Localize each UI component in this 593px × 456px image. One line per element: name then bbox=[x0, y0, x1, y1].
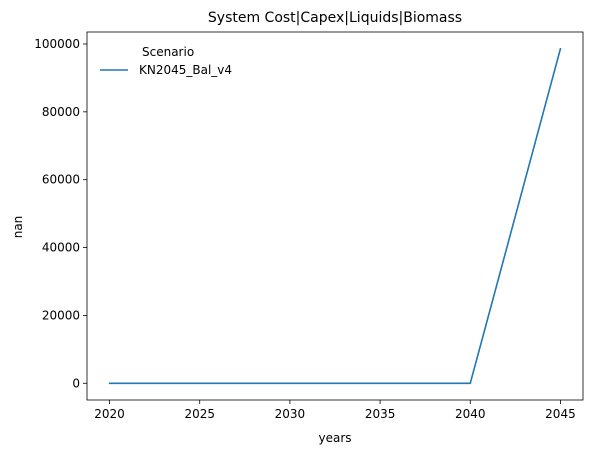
data-point bbox=[469, 382, 472, 385]
y-tick-label: 0 bbox=[72, 376, 80, 390]
data-point bbox=[198, 382, 201, 385]
y-tick-label: 60000 bbox=[42, 173, 80, 187]
x-tick-label: 2025 bbox=[184, 407, 215, 421]
chart-title: System Cost|Capex|Liquids|Biomass bbox=[208, 10, 462, 26]
x-tick-label: 2020 bbox=[94, 407, 125, 421]
plot-frame bbox=[86, 31, 584, 401]
plot-area: 2020 2025 2030 2035 2040 2045 0 20000 40000 60000… bbox=[34, 31, 584, 421]
x-tick-label: 2040 bbox=[455, 407, 486, 421]
series-line bbox=[109, 48, 562, 385]
data-point bbox=[379, 382, 381, 385]
y-axis-label: nan bbox=[11, 216, 25, 239]
x-tick-label: 2035 bbox=[365, 407, 396, 421]
data-point bbox=[108, 382, 111, 385]
x-axis-label: years bbox=[318, 431, 351, 445]
y-tick-label: 80000 bbox=[42, 105, 80, 119]
y-tick-label: 100000 bbox=[34, 37, 80, 51]
y-tick-label: 20000 bbox=[42, 308, 80, 322]
data-point bbox=[289, 382, 291, 385]
legend-label: KN2045_Bal_v4 bbox=[139, 63, 232, 77]
x-tick-label: 2045 bbox=[545, 407, 576, 421]
y-tick-label: 40000 bbox=[42, 241, 80, 255]
legend: Scenario KN2045_Bal_v4 bbox=[100, 45, 232, 77]
x-tick-label: 2030 bbox=[275, 407, 306, 421]
data-point bbox=[559, 47, 562, 50]
legend-title: Scenario bbox=[142, 45, 194, 59]
